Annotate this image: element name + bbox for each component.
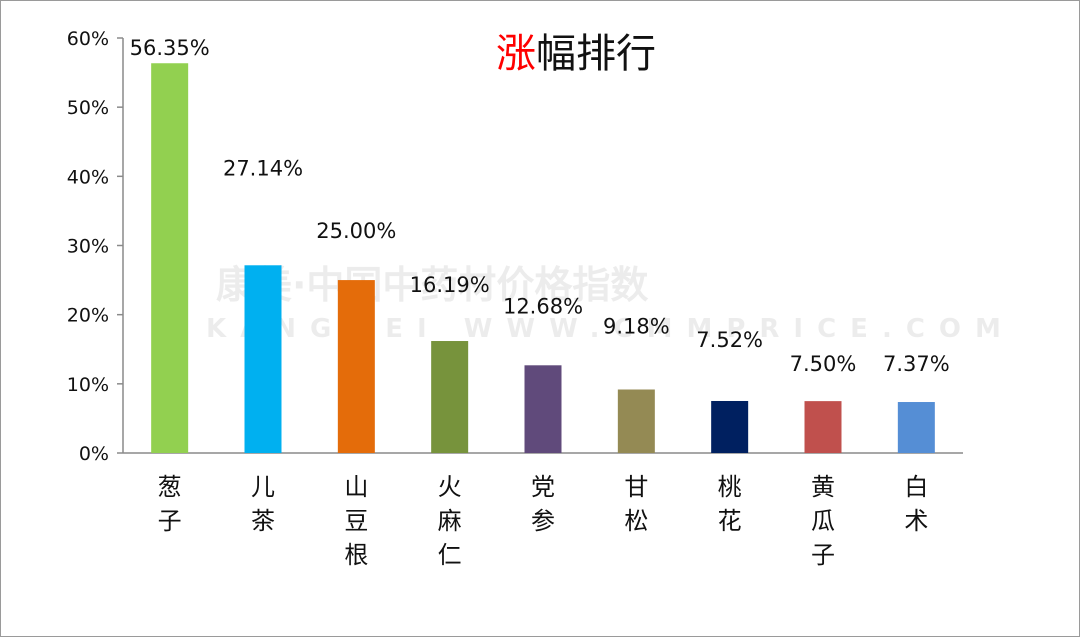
category-label: 麻 bbox=[438, 507, 462, 535]
category-label: 参 bbox=[531, 507, 555, 535]
data-label: 7.52% bbox=[696, 328, 763, 352]
category-label: 术 bbox=[904, 507, 928, 535]
category-label: 儿 bbox=[251, 473, 275, 501]
data-label: 7.37% bbox=[883, 352, 950, 376]
data-label: 27.14% bbox=[223, 156, 303, 180]
bar bbox=[151, 63, 189, 453]
title-rest: 幅排行 bbox=[536, 31, 656, 77]
bar bbox=[524, 365, 562, 453]
category-label: 白 bbox=[904, 473, 928, 501]
category-label: 子 bbox=[158, 507, 182, 535]
title-highlight: 涨 bbox=[496, 31, 536, 77]
category-label: 豆 bbox=[344, 507, 368, 535]
category-label: 茶 bbox=[251, 507, 275, 535]
y-tick-label: 10% bbox=[67, 374, 109, 396]
bar bbox=[244, 265, 282, 453]
category-label: 葱 bbox=[158, 473, 182, 501]
y-tick-label: 20% bbox=[67, 305, 109, 327]
bar bbox=[337, 280, 375, 453]
category-label: 子 bbox=[811, 541, 835, 569]
category-label: 松 bbox=[624, 507, 648, 535]
y-tick-label: 0% bbox=[79, 443, 109, 465]
data-label: 25.00% bbox=[316, 219, 396, 243]
category-label: 黄 bbox=[811, 473, 835, 501]
category-label: 花 bbox=[718, 507, 742, 535]
category-label: 桃 bbox=[718, 473, 742, 501]
data-label: 9.18% bbox=[603, 315, 670, 339]
data-labels: 56.35% 27.14% 25.00% 16.19% 12.68% 9.18% 7.52%… bbox=[130, 36, 950, 376]
category-label: 党 bbox=[531, 473, 555, 501]
data-label: 7.50% bbox=[790, 352, 857, 376]
bar bbox=[617, 389, 655, 453]
data-label: 56.35% bbox=[130, 36, 210, 60]
category-label: 瓜 bbox=[811, 507, 835, 535]
y-tick-label: 50% bbox=[67, 97, 109, 119]
data-label: 12.68% bbox=[503, 294, 583, 318]
category-label: 根 bbox=[344, 541, 368, 569]
watermark-main: 康美·中国中药材价格指数 bbox=[216, 263, 648, 307]
category-label: 火 bbox=[438, 473, 462, 501]
category-label: 甘 bbox=[624, 473, 648, 501]
bar bbox=[711, 400, 749, 453]
bar bbox=[431, 341, 469, 453]
bar bbox=[897, 402, 935, 453]
category-label: 山 bbox=[344, 473, 368, 501]
y-tick-label: 40% bbox=[67, 166, 109, 188]
bar bbox=[804, 401, 842, 453]
chart-title: 涨幅排行 bbox=[496, 31, 656, 77]
bars bbox=[151, 63, 935, 453]
axes: 0% 10% 20% 30% 40% 50% 60% bbox=[67, 28, 963, 465]
data-label: 16.19% bbox=[410, 273, 490, 297]
category-label: 仁 bbox=[438, 541, 462, 569]
y-tick-label: 60% bbox=[67, 28, 109, 50]
y-tick-label: 30% bbox=[67, 236, 109, 258]
